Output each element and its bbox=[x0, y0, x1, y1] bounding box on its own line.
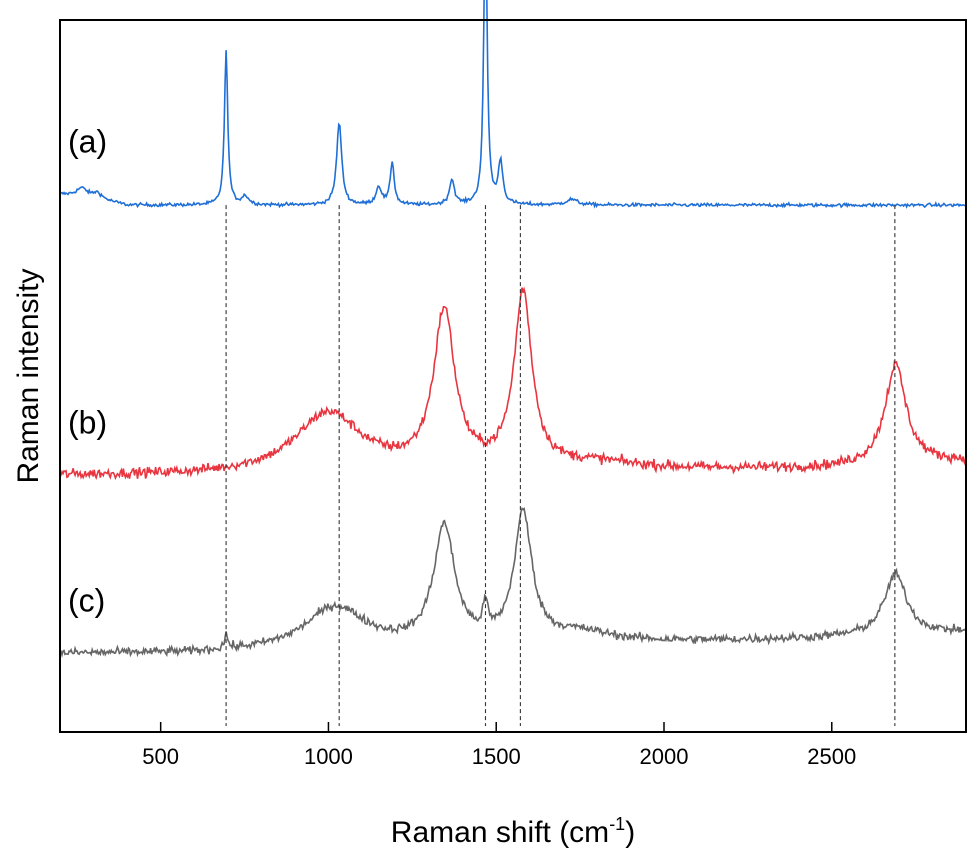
plot-frame bbox=[59, 19, 967, 733]
series-label-a: (a) bbox=[68, 123, 107, 159]
spectrum-line-a bbox=[59, 0, 967, 209]
spectrum-line-c bbox=[59, 507, 967, 659]
x-axis: 500 1000 1500 2000 2500 bbox=[142, 722, 856, 769]
x-tick-label: 1500 bbox=[472, 744, 521, 769]
x-axis-title: Raman shift (cm-1) bbox=[391, 814, 635, 849]
y-axis-title: Raman intensity bbox=[12, 268, 45, 483]
series-label-c: (c) bbox=[68, 583, 105, 619]
x-tick-label: 500 bbox=[142, 744, 179, 769]
series-label-b: (b) bbox=[68, 405, 107, 441]
spectrum-line-b bbox=[59, 286, 967, 481]
x-tick-label: 1000 bbox=[304, 744, 353, 769]
x-tick-label: 2500 bbox=[807, 744, 856, 769]
x-tick-label: 2000 bbox=[640, 744, 689, 769]
plot-area: (a) (b) (c) bbox=[59, 0, 967, 726]
